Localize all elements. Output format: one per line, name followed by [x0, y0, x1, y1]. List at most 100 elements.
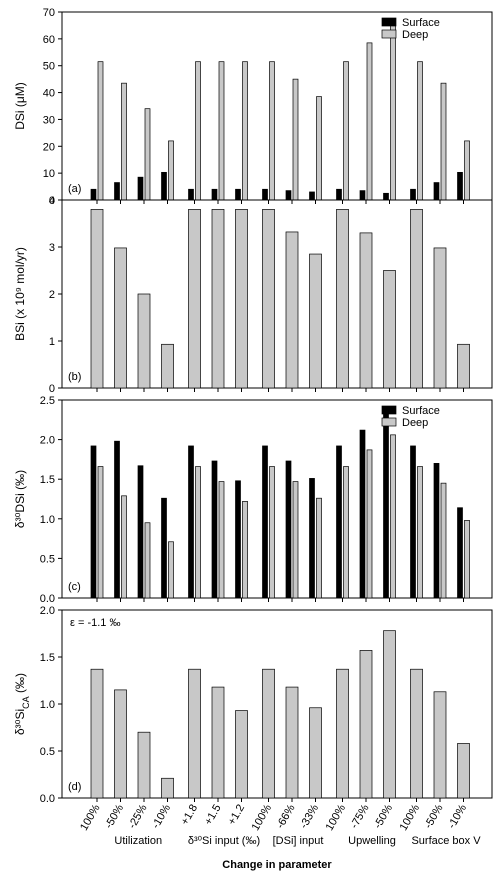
bar [262, 209, 275, 389]
x-tick-label: 100% [78, 802, 103, 833]
x-tick-label: -33% [298, 802, 321, 830]
y-tick-label: 50 [43, 61, 55, 73]
annotation: ε = -1.1 ‰ [70, 617, 120, 629]
bar [211, 686, 225, 799]
group-label: Upwelling [348, 835, 396, 847]
x-tick-label: -50% [103, 802, 126, 830]
legend-label: Surface [402, 405, 440, 417]
bar [464, 520, 470, 599]
x-tick-label: -75% [348, 802, 371, 830]
bar [121, 495, 127, 599]
bar [137, 176, 144, 201]
bar [90, 209, 104, 389]
x-tick-label: -50% [422, 802, 445, 830]
bar [285, 231, 299, 389]
group-label: [DSi] input [273, 835, 324, 847]
group-label: Surface box V [411, 835, 481, 847]
bar [390, 434, 396, 599]
bar [359, 190, 366, 201]
bar [121, 82, 127, 201]
bar [366, 449, 373, 599]
bar [161, 777, 174, 799]
y-tick-label: 60 [43, 34, 55, 46]
y-tick-label: 1.0 [40, 514, 55, 526]
bar [161, 497, 167, 599]
bar [359, 429, 366, 599]
bar [161, 343, 174, 389]
y-tick-label: 70 [43, 7, 55, 19]
x-axis-label: Change in parameter [222, 859, 332, 871]
bar [316, 96, 322, 201]
bar [235, 188, 241, 201]
bar [359, 232, 373, 389]
bar [464, 140, 470, 201]
y-axis-label-part: CA [21, 696, 31, 709]
bar [269, 61, 275, 201]
x-tick-label: +1.2 [226, 803, 247, 828]
bar [168, 541, 174, 599]
bar [137, 293, 151, 389]
y-tick-label: 0.5 [40, 553, 55, 565]
x-tick-label: -50% [372, 802, 395, 830]
bar [417, 466, 423, 599]
bar [343, 466, 349, 599]
panel-label: (c) [68, 581, 81, 593]
x-tick-label: -66% [274, 802, 297, 830]
bar [235, 209, 248, 389]
bar [383, 270, 396, 389]
x-tick-label: -10% [446, 802, 469, 830]
bar [285, 686, 299, 799]
bar [168, 140, 174, 201]
bar [235, 710, 248, 799]
bar [316, 497, 322, 599]
legend-swatch [381, 405, 397, 415]
bar [211, 209, 225, 389]
group-label: Utilization [114, 835, 162, 847]
y-tick-label: 20 [43, 141, 55, 153]
x-tick-label: 100% [250, 802, 275, 833]
bar [433, 463, 440, 599]
legend-swatch [381, 17, 397, 27]
bar [218, 481, 225, 599]
bar [114, 689, 127, 799]
y-tick-label: 0.0 [40, 793, 55, 805]
y-axis-label: DSi (μM) [13, 82, 27, 130]
bar [218, 61, 225, 201]
bar [262, 668, 275, 799]
x-tick-label: 100% [324, 802, 349, 833]
bar [285, 190, 292, 201]
bar [457, 171, 463, 201]
bar [114, 247, 127, 389]
panel-label: (a) [68, 183, 81, 195]
bar [383, 413, 389, 599]
bar [144, 522, 151, 599]
y-axis-label-part: (‰) [13, 673, 27, 696]
bar [457, 743, 470, 799]
y-tick-label: 2.0 [40, 605, 55, 617]
bar [137, 731, 151, 799]
bar [97, 466, 104, 599]
legend-label: Deep [402, 417, 428, 429]
bar [161, 171, 167, 201]
bar [144, 108, 151, 201]
bar [90, 188, 97, 201]
y-tick-label: 30 [43, 114, 55, 126]
bar [188, 668, 201, 799]
bar [90, 668, 104, 799]
x-tick-label: +1.5 [202, 803, 223, 828]
y-axis-label: δ³⁰SiCA (‰) [13, 673, 31, 735]
bar [309, 707, 322, 799]
bar [410, 188, 416, 201]
bar [309, 191, 315, 201]
group-label: δ³⁰Si input (‰) [188, 835, 260, 847]
y-tick-label: 0 [49, 383, 55, 395]
x-tick-label: 100% [398, 802, 423, 833]
bar [97, 61, 104, 201]
x-tick-label: +1.8 [179, 803, 200, 828]
bar [285, 460, 292, 599]
bar [343, 61, 349, 201]
y-tick-label: 2 [49, 289, 55, 301]
bar [309, 478, 315, 599]
bar [235, 480, 241, 599]
